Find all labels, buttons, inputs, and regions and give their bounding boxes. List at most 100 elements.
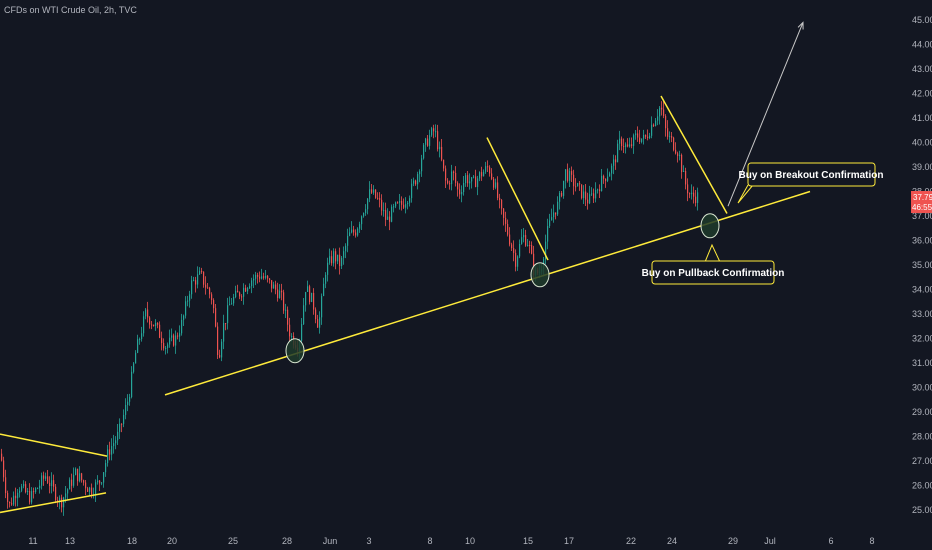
candle-body	[69, 479, 71, 490]
candle-body	[31, 491, 33, 503]
time-tick-label: 20	[167, 536, 177, 546]
price-tick-label: 34.00	[912, 285, 932, 295]
candle-body	[83, 480, 85, 483]
candle-body	[231, 303, 233, 305]
candle-body	[645, 135, 647, 137]
candle-body	[577, 183, 579, 187]
highlight-circle[interactable]	[285, 338, 305, 364]
candle-body	[213, 300, 215, 309]
candlestick-series	[1, 101, 699, 516]
candle-body	[55, 486, 57, 501]
time-axis[interactable]: 11 13 18 20 25 28 Jun 3 8 10 15 17 22 24 29 Jul 6 8	[28, 536, 874, 546]
trendline[interactable]	[0, 433, 108, 457]
candle-body	[683, 170, 685, 172]
candle-body	[655, 120, 657, 127]
time-tick-label: 13	[65, 536, 75, 546]
candle-body	[635, 133, 637, 136]
price-tick-label: 32.00	[912, 334, 932, 344]
candle-body	[19, 490, 21, 493]
candle-body	[201, 270, 203, 272]
candle-body	[365, 209, 367, 214]
candle-body	[129, 397, 131, 402]
time-tick-label: Jul	[764, 536, 776, 546]
candle-body	[131, 371, 133, 398]
pullback-callout-box	[651, 260, 775, 285]
candle-body	[323, 283, 325, 297]
candle-body	[321, 296, 323, 318]
symbol-title: CFDs on WTI Crude Oil, 2h, TVC	[4, 5, 137, 15]
candle-body	[73, 475, 75, 486]
candle-body	[609, 173, 611, 177]
candle-body	[199, 270, 201, 275]
pullback-callout[interactable]: Buy on Pullback Confirmation	[642, 243, 785, 285]
candle-body	[35, 488, 37, 492]
candle-body	[33, 491, 35, 493]
candle-body	[137, 339, 139, 353]
candle-body	[361, 216, 363, 225]
candle-body	[509, 234, 511, 245]
candle-body	[29, 491, 31, 503]
candle-body	[451, 171, 453, 185]
candle-body	[441, 146, 443, 160]
trendline[interactable]	[0, 492, 107, 514]
candle-body	[175, 335, 177, 346]
candle-body	[647, 136, 649, 138]
candle-body	[233, 297, 235, 304]
candle-body	[341, 257, 343, 267]
candle-body	[511, 244, 513, 249]
price-tick-label: 37.00	[912, 211, 932, 221]
candle-body	[229, 304, 231, 306]
candle-body	[45, 476, 47, 479]
price-tick-label: 27.00	[912, 456, 932, 466]
candle-body	[63, 497, 65, 508]
candle-body	[127, 401, 129, 405]
candle-body	[469, 181, 471, 184]
candle-body	[585, 191, 587, 200]
candle-body	[367, 198, 369, 210]
candle-body	[243, 287, 245, 297]
candle-body	[425, 138, 427, 145]
candle-body	[191, 280, 193, 295]
candle-body	[87, 488, 89, 492]
candle-body	[551, 217, 553, 221]
candle-body	[695, 196, 697, 203]
price-tick-label: 39.00	[912, 162, 932, 172]
candle-body	[631, 144, 633, 146]
candle-body	[17, 492, 19, 499]
candle-body	[527, 244, 529, 246]
candle-body	[215, 308, 217, 327]
candle-body	[621, 138, 623, 147]
candle-body	[589, 194, 591, 204]
candle-body	[329, 256, 331, 263]
candle-body	[669, 136, 671, 138]
candle-body	[57, 500, 59, 502]
candle-body	[269, 278, 271, 281]
highlight-circle[interactable]	[530, 262, 550, 288]
candle-body	[679, 154, 681, 156]
candle-body	[59, 497, 61, 502]
candle-body	[681, 154, 683, 172]
candle-body	[357, 228, 359, 236]
candle-body	[697, 192, 699, 203]
candle-body	[613, 159, 615, 166]
candle-body	[605, 178, 607, 181]
candle-body	[95, 482, 97, 495]
candle-body	[459, 189, 461, 195]
trendline[interactable]	[660, 95, 728, 214]
breakout-callout[interactable]: Buy on Breakout Confirmation	[737, 162, 884, 204]
candle-body	[563, 180, 565, 196]
candle-body	[389, 216, 391, 222]
candle-body	[23, 484, 25, 487]
price-tick-label: 33.00	[912, 309, 932, 319]
candle-body	[501, 200, 503, 209]
price-axis[interactable]: 45.0044.0043.0042.0041.0040.0039.0038.00…	[912, 15, 932, 515]
candle-body	[197, 274, 199, 285]
candle-body	[661, 107, 663, 110]
price-tick-label: 31.00	[912, 358, 932, 368]
highlight-circle[interactable]	[700, 213, 720, 239]
candle-body	[545, 241, 547, 260]
trendline[interactable]	[486, 137, 549, 261]
candle-body	[637, 133, 639, 138]
candle-body	[163, 343, 165, 349]
